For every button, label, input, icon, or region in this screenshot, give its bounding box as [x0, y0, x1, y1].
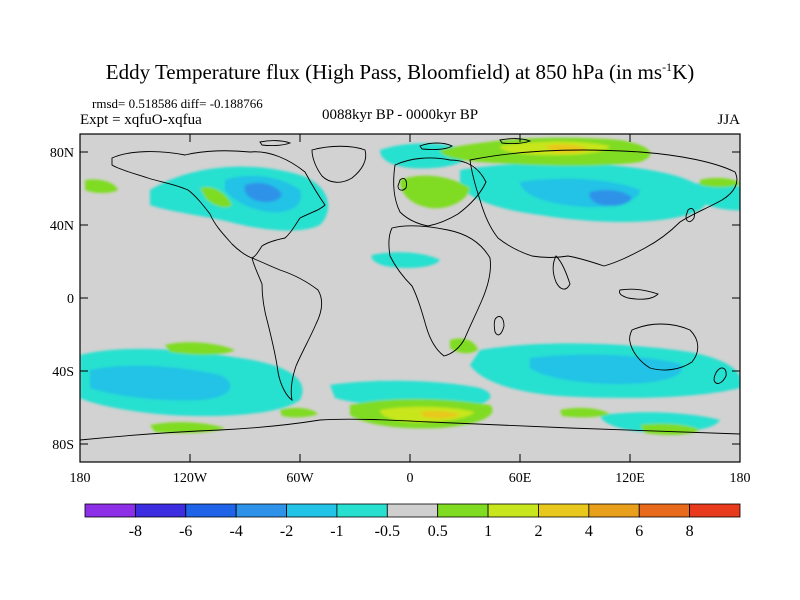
- colorbar: -8 -6 -4 -2 -1 -0.5 0.5 1 2 4 6 8: [84, 503, 741, 540]
- colorbar-label: 8: [686, 523, 694, 540]
- field-eu-green: [400, 175, 470, 209]
- coast-newzealand: [713, 367, 727, 384]
- field-pacific-cyan: [690, 182, 740, 211]
- field-sp-green: [165, 342, 235, 355]
- colorbar-label: -2: [280, 523, 293, 540]
- lon-tick-label: 60E: [509, 471, 532, 486]
- colorbar-swatch: [235, 503, 287, 518]
- coast-arctic-islands: [259, 138, 532, 150]
- coast-australia: [629, 323, 699, 371]
- colorbar-label: -1: [330, 523, 343, 540]
- colorbar-label: 0.5: [428, 523, 448, 540]
- lon-tick-label: 120W: [173, 471, 208, 486]
- coast-north-america: [111, 150, 326, 259]
- colorbar-swatch: [689, 503, 741, 518]
- season-label: JJA: [717, 112, 740, 128]
- coast-indonesia: [619, 288, 659, 300]
- colorbar-label: -8: [129, 523, 142, 540]
- coast-madagascar: [493, 315, 505, 336]
- lat-tick-label: 40N: [50, 219, 74, 234]
- lon-tick-label: 120E: [615, 471, 645, 486]
- field-atl-cyan: [371, 252, 440, 268]
- colorbar-swatch: [638, 503, 691, 518]
- coast-india: [552, 255, 571, 290]
- colorbar-label: -0.5: [375, 523, 400, 540]
- coast-europe: [393, 157, 487, 227]
- lat-tick-label: 80S: [52, 438, 74, 453]
- colorbar-label: 1: [484, 523, 492, 540]
- colorbar-swatch: [487, 503, 539, 518]
- lat-tick-label: 40S: [52, 365, 74, 380]
- field-so-green3: [280, 407, 318, 418]
- field-na-green: [200, 186, 232, 208]
- coast-uk: [397, 177, 407, 191]
- colorbar-label: 2: [534, 523, 542, 540]
- coast-antarctica: [80, 418, 740, 441]
- field-pac-green: [85, 179, 118, 193]
- lat-tick-label: 80N: [50, 146, 74, 161]
- colorbar-swatch: [437, 503, 489, 518]
- lon-tick-label: 60W: [286, 471, 314, 486]
- colorbar-swatch: [134, 503, 187, 518]
- lon-tick-label: 180: [730, 471, 751, 486]
- colorbar-swatch: [185, 503, 237, 518]
- coast-south-america: [251, 257, 323, 401]
- colorbar-swatch: [386, 503, 439, 518]
- coast-japan: [685, 207, 695, 223]
- colorbar-swatch: [336, 503, 388, 518]
- field-aus-green2: [560, 407, 610, 418]
- colorbar-label: -4: [229, 523, 242, 540]
- colorbar-swatch: [588, 503, 640, 518]
- lon-tick-label: 0: [407, 471, 414, 486]
- colorbar-swatch: [538, 503, 590, 518]
- colorbar-label: -6: [179, 523, 192, 540]
- colorbar-swatch: [286, 503, 338, 518]
- plot-title: Eddy Temperature flux (High Pass, Bloomf…: [105, 60, 695, 84]
- lat-tick-label: 0: [67, 292, 74, 307]
- experiment-label: Expt = xqfuO-xqfua: [80, 112, 202, 128]
- coast-asia: [469, 149, 738, 267]
- coast-greenland: [311, 145, 367, 183]
- coast-africa: [388, 225, 491, 357]
- colorbar-label: 4: [585, 523, 593, 540]
- lat-axis: [80, 151, 740, 445]
- period-label: 0088kyr BP - 0000kyr BP: [322, 107, 479, 123]
- field-sp-blue: [90, 365, 231, 401]
- colorbar-swatch: [84, 503, 136, 518]
- field-npac-green: [700, 177, 740, 188]
- field-ant-orange: [420, 411, 460, 419]
- field-na-deep: [244, 182, 282, 202]
- colorbar-label: 6: [635, 523, 643, 540]
- stats-label: rmsd= 0.518586 diff= -0.188766: [92, 96, 263, 111]
- lon-tick-label: 180: [70, 471, 91, 486]
- field-eurasia-deep: [589, 190, 632, 206]
- lon-axis: [79, 134, 741, 462]
- field-si-blue: [530, 354, 682, 384]
- coastlines: [80, 138, 740, 441]
- flux-field: [80, 137, 740, 435]
